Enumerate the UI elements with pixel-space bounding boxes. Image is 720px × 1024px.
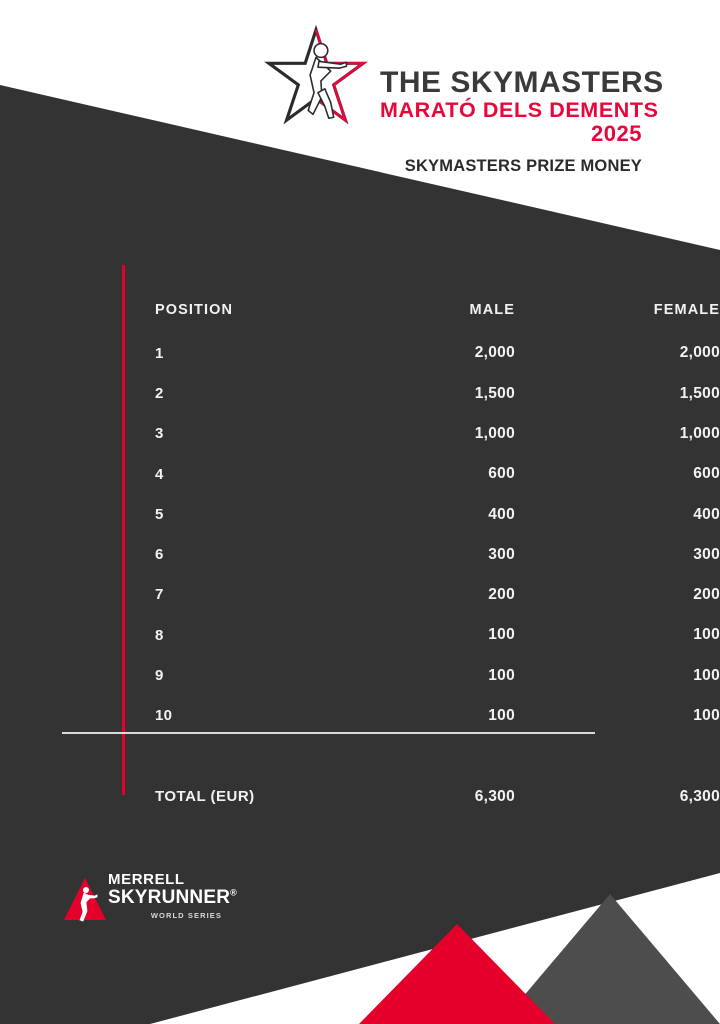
table-row: 7 200 200 [0, 575, 720, 615]
cell-male: 1,000 [474, 424, 515, 442]
wordmark-line-the-skymasters: THE SKYMASTERS [380, 66, 664, 99]
cell-female: 300 [693, 545, 720, 563]
wordmark-line-year: 2025 [591, 121, 642, 147]
column-header-position: POSITION [155, 302, 234, 319]
cell-male: 400 [488, 505, 515, 523]
cell-female: 600 [693, 465, 720, 483]
cell-male: 100 [488, 707, 515, 725]
sponsor-tagline-world-series: WORLD SERIES [150, 910, 222, 920]
sponsor-logo-block: MERRELL SKYRUNNER® WORLD SERIES [62, 871, 237, 932]
poster-subtitle: SKYMASTERS PRIZE MONEY [404, 157, 642, 175]
skymasters-star-runner-logo [264, 24, 368, 125]
table-row: 2 1,500 1,500 [0, 373, 720, 413]
event-logo-block: THE SKYMASTERS MARATÓ DELS DEMENTS 2025 … [262, 24, 664, 175]
table-row: 9 100 100 [0, 655, 720, 695]
table-row: 3 1,000 1,000 [0, 414, 720, 454]
merrell-skyrunner-triangle-logo [64, 878, 106, 922]
table-header-row: POSITION MALE FEMALE [0, 288, 720, 333]
sponsor-brand-merrell: MERRELL [108, 871, 185, 888]
cell-position: 1 [155, 344, 164, 362]
cell-position: 6 [155, 546, 164, 564]
table-row: 6 300 300 [0, 534, 720, 574]
table-header: POSITION MALE FEMALE [0, 288, 720, 333]
table-row: 10 100 100 [0, 696, 720, 736]
cell-female: 1,500 [679, 384, 720, 402]
total-separator-line [62, 732, 595, 734]
sponsor-wordmark: MERRELL SKYRUNNER® WORLD SERIES [108, 871, 237, 920]
column-header-female: FEMALE [653, 302, 720, 319]
table-row: 5 400 400 [0, 494, 720, 534]
table-spacer-row [0, 736, 720, 776]
cell-position: 8 [155, 626, 164, 644]
cell-male: 300 [488, 545, 515, 563]
cell-male: 100 [488, 666, 515, 684]
cell-male: 1,500 [474, 384, 515, 402]
prize-money-table: POSITION MALE FEMALE 1 2,000 2,000 2 1,5… [0, 288, 720, 817]
registered-trademark-icon: ® [230, 887, 237, 898]
cell-position: 7 [155, 586, 164, 604]
cell-position: 10 [155, 707, 173, 725]
cell-female: 400 [693, 505, 720, 523]
wordmark-line-marato-dels-dements: MARATÓ DELS DEMENTS [380, 98, 659, 122]
dark-angled-panel [0, 85, 720, 1024]
cell-male: 200 [488, 586, 515, 604]
table-row: 8 100 100 [0, 615, 720, 655]
red-mountain-shape [359, 924, 555, 1024]
cell-position: 2 [155, 384, 164, 402]
cell-position: 9 [155, 667, 164, 685]
table-row: 4 600 600 [0, 454, 720, 494]
cell-female: 2,000 [679, 344, 720, 362]
cell-female: 200 [693, 586, 720, 604]
cell-female: 100 [693, 666, 720, 684]
table-total-row: TOTAL (EUR) 6,300 6,300 [0, 776, 720, 816]
event-wordmark: THE SKYMASTERS MARATÓ DELS DEMENTS 2025 [380, 66, 664, 147]
red-vertical-divider [122, 265, 125, 795]
gray-mountain-shape [500, 894, 720, 1024]
table-body: 1 2,000 2,000 2 1,500 1,500 3 1,000 1,00… [0, 333, 720, 817]
cell-female: 100 [693, 626, 720, 644]
cell-male: 600 [488, 465, 515, 483]
cell-position: 3 [155, 425, 164, 443]
cell-male: 100 [488, 626, 515, 644]
cell-total-female: 6,300 [679, 787, 720, 805]
cell-total-label: TOTAL (EUR) [155, 787, 255, 805]
sponsor-series-text: SKYRUNNER [108, 886, 231, 908]
column-header-male: MALE [469, 302, 515, 319]
cell-total-male: 6,300 [474, 787, 515, 805]
cell-position: 4 [155, 465, 164, 483]
cell-female: 100 [693, 707, 720, 725]
cell-female: 1,000 [679, 424, 720, 442]
cell-male: 2,000 [474, 344, 515, 362]
table-row: 1 2,000 2,000 [0, 333, 720, 373]
cell-position: 5 [155, 505, 164, 523]
sponsor-series-skyrunner: SKYRUNNER® [108, 886, 237, 908]
